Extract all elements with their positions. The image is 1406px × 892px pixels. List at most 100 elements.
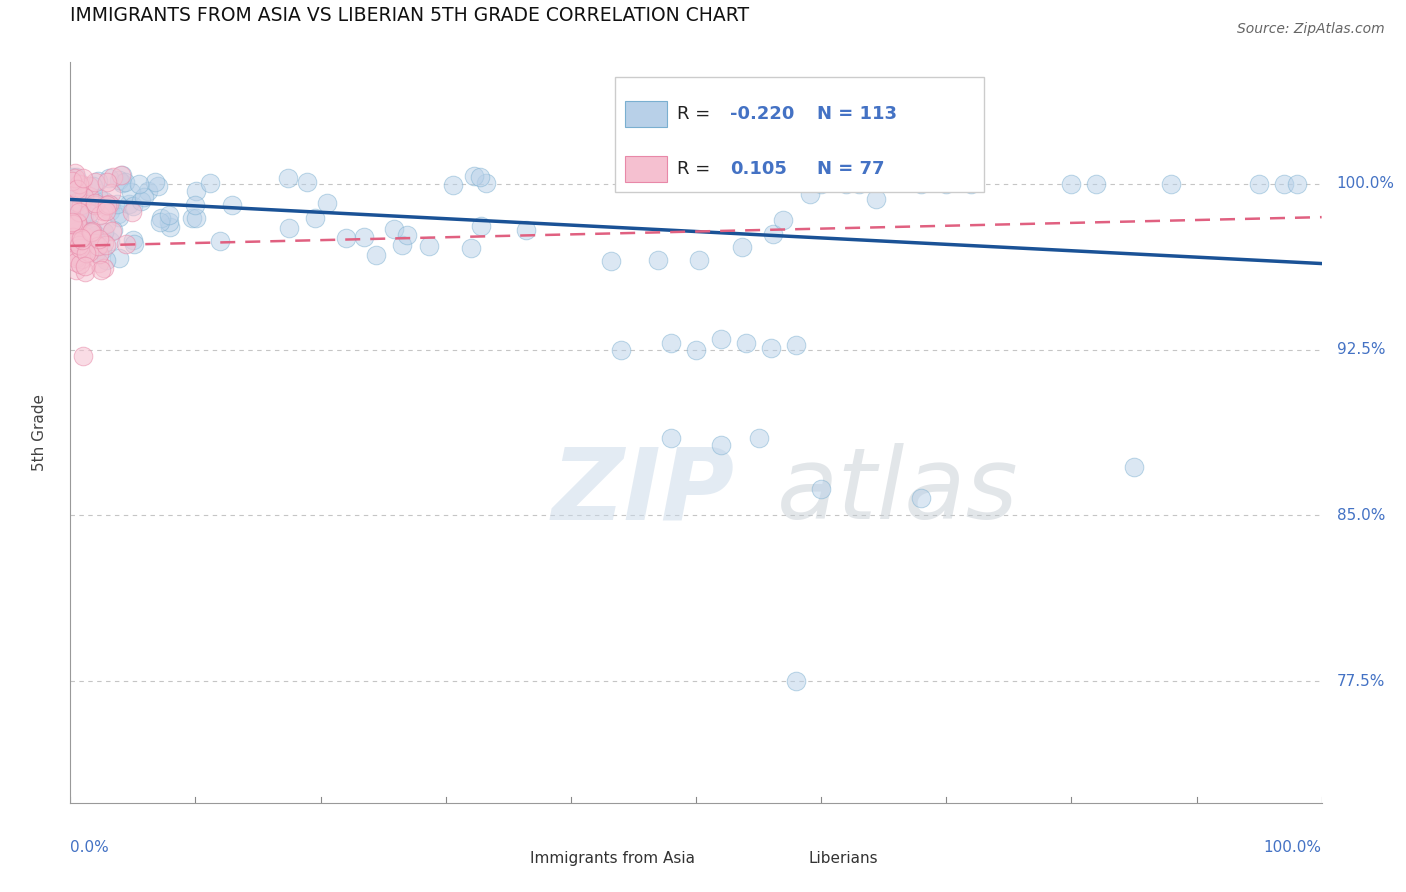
FancyBboxPatch shape — [624, 102, 668, 127]
Point — [647, 252, 669, 267]
Point — [515, 223, 537, 237]
Point — [72, 171, 94, 186]
Point — [785, 338, 807, 352]
Point — [1285, 177, 1308, 191]
Point — [93, 199, 115, 213]
Point — [184, 184, 207, 198]
Point — [96, 238, 118, 252]
Point — [63, 191, 86, 205]
Point — [87, 239, 110, 253]
Point — [87, 232, 110, 246]
Point — [69, 257, 91, 271]
Point — [60, 212, 83, 227]
Point — [89, 208, 111, 222]
Point — [65, 263, 87, 277]
Point — [159, 208, 181, 222]
Point — [91, 203, 114, 218]
Point — [315, 196, 337, 211]
Point — [1160, 177, 1182, 191]
Text: 92.5%: 92.5% — [1337, 343, 1385, 357]
Point — [353, 229, 375, 244]
Point — [65, 169, 87, 184]
Text: ZIP: ZIP — [553, 443, 735, 541]
Point — [111, 169, 134, 183]
Point — [66, 232, 89, 246]
Point — [60, 186, 83, 201]
Point — [77, 209, 100, 223]
Point — [60, 174, 83, 188]
Point — [67, 237, 90, 252]
Point — [304, 211, 326, 226]
Point — [132, 190, 155, 204]
Point — [62, 229, 84, 244]
Point — [89, 256, 111, 270]
Point — [688, 253, 710, 268]
Point — [73, 227, 96, 241]
Point — [136, 184, 159, 198]
Point — [87, 174, 110, 188]
Text: 100.0%: 100.0% — [1337, 177, 1395, 192]
Point — [710, 332, 733, 346]
Point — [335, 231, 357, 245]
Point — [73, 265, 96, 279]
Point — [72, 210, 94, 224]
Point — [62, 217, 84, 231]
Point — [181, 211, 204, 225]
Point — [100, 224, 122, 238]
Point — [1122, 459, 1144, 474]
Point — [84, 196, 107, 211]
Point — [75, 191, 97, 205]
Point — [65, 171, 87, 186]
Text: 0.0%: 0.0% — [70, 840, 110, 855]
Point — [83, 232, 105, 246]
Point — [72, 233, 94, 247]
Point — [865, 192, 887, 206]
Point — [762, 227, 785, 241]
Point — [124, 237, 146, 252]
Point — [66, 224, 89, 238]
Point — [63, 247, 86, 261]
Point — [67, 177, 90, 191]
Point — [209, 235, 232, 249]
Text: Immigrants from Asia: Immigrants from Asia — [530, 851, 695, 866]
Point — [610, 343, 633, 357]
Point — [80, 222, 103, 236]
Point — [84, 244, 107, 259]
Point — [149, 215, 172, 229]
Point — [441, 178, 464, 192]
Text: 100.0%: 100.0% — [1264, 840, 1322, 855]
Point — [157, 215, 180, 229]
Point — [107, 207, 129, 221]
Point — [63, 166, 86, 180]
Point — [70, 252, 93, 266]
Point — [77, 245, 100, 260]
Point — [470, 219, 492, 233]
Point — [60, 223, 83, 237]
Point — [93, 235, 115, 250]
Point — [60, 181, 83, 195]
Point — [810, 482, 832, 496]
Point — [960, 177, 983, 191]
Point — [72, 350, 94, 364]
Point — [107, 173, 129, 187]
Point — [108, 211, 131, 225]
Point — [65, 249, 87, 263]
Point — [66, 215, 89, 229]
Point — [395, 227, 418, 242]
Point — [910, 177, 932, 191]
Point — [100, 235, 122, 249]
Point — [65, 255, 87, 269]
Point — [96, 175, 118, 189]
Point — [66, 227, 89, 241]
Point — [84, 196, 107, 211]
Point — [111, 176, 134, 190]
Point — [60, 215, 83, 229]
Text: N = 77: N = 77 — [817, 160, 884, 178]
Point — [600, 254, 623, 268]
Point — [69, 197, 91, 211]
Text: 5th Grade: 5th Grade — [31, 394, 46, 471]
Point — [129, 194, 152, 208]
Point — [94, 252, 117, 267]
Point — [70, 209, 93, 223]
Point — [848, 177, 870, 191]
